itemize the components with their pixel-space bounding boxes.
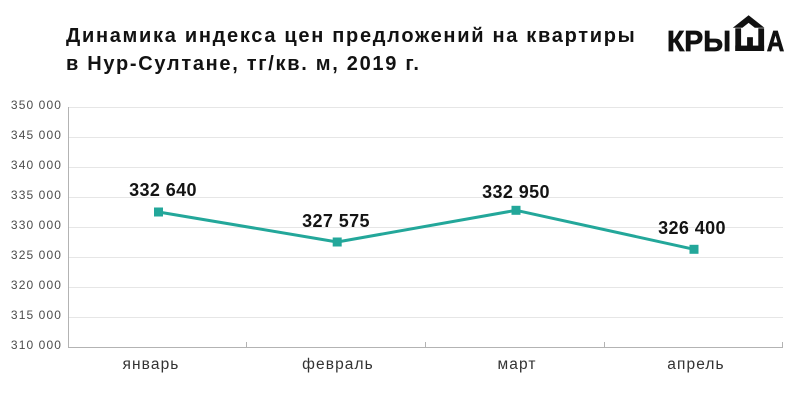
svg-text:КРЫ: КРЫ [667, 26, 731, 58]
svg-text:А: А [767, 26, 785, 58]
